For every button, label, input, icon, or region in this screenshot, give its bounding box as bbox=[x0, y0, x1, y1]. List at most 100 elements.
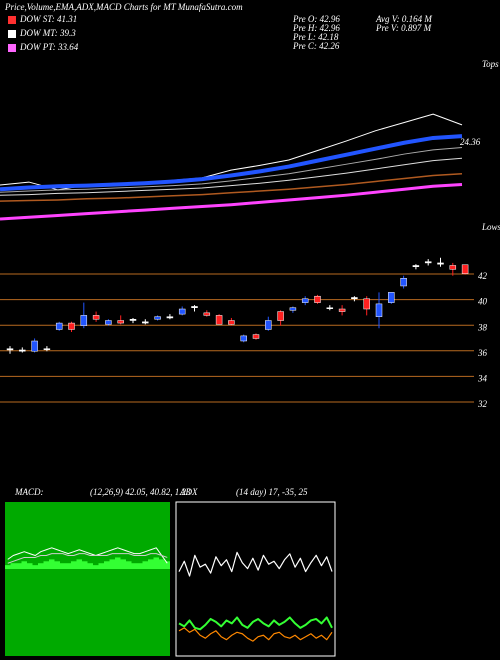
macd-histogram-bar bbox=[43, 561, 49, 569]
candle-body bbox=[43, 348, 51, 350]
candle-body bbox=[277, 311, 284, 321]
candle-body bbox=[412, 265, 420, 268]
macd-histogram-bar bbox=[49, 559, 55, 569]
macd-histogram-bar bbox=[115, 557, 121, 569]
macd-line bbox=[7, 553, 168, 564]
macd-histogram-bar bbox=[137, 563, 143, 569]
adx-line bbox=[178, 551, 333, 577]
candle-body bbox=[265, 320, 272, 330]
macd-histogram-bar bbox=[87, 563, 93, 569]
y-tick-label: 38 bbox=[477, 322, 488, 332]
macd-panel bbox=[5, 502, 170, 656]
adx-params: (14 day) 17, -35, 25 bbox=[236, 487, 308, 497]
macd-histogram-bar bbox=[148, 559, 154, 569]
y-tick-label: 34 bbox=[477, 373, 488, 383]
candle-body bbox=[215, 315, 223, 325]
macd-histogram-bar bbox=[32, 565, 38, 569]
info-text: Pre V: 0.897 M bbox=[375, 23, 432, 33]
macd-histogram-bar bbox=[60, 563, 66, 569]
macd-histogram-bar bbox=[82, 561, 88, 569]
legend-swatch bbox=[8, 44, 16, 52]
candle-body bbox=[314, 295, 321, 303]
candle-body bbox=[338, 308, 346, 312]
legend-swatch bbox=[8, 16, 16, 24]
y-tick-label: 36 bbox=[477, 348, 488, 358]
candle-body bbox=[19, 349, 26, 352]
macd-histogram-bar bbox=[54, 561, 60, 569]
info-text: Pre C: 42.26 bbox=[292, 41, 340, 51]
macd-histogram-bar bbox=[65, 563, 71, 569]
info-text: Pre L: 42.18 bbox=[292, 32, 339, 42]
lows-label: Lows bbox=[481, 222, 500, 232]
adx-label: ADX bbox=[179, 487, 198, 497]
candle-body bbox=[129, 318, 137, 321]
candle-body bbox=[31, 340, 38, 352]
candle-body bbox=[449, 265, 457, 270]
macd-histogram-bar bbox=[21, 561, 27, 569]
candle-body bbox=[289, 307, 297, 311]
candle-body bbox=[191, 306, 198, 308]
macd-histogram-bar bbox=[16, 563, 22, 569]
macd-histogram-bar bbox=[126, 561, 132, 569]
end-label: 24.36 bbox=[460, 137, 481, 147]
adx-panel bbox=[175, 501, 336, 657]
info-text: Pre O: 42.96 bbox=[292, 14, 340, 24]
info-text: Pre H: 42.96 bbox=[292, 23, 340, 33]
candle-body bbox=[228, 320, 235, 325]
candle-body bbox=[326, 307, 334, 309]
macd-histogram-bar bbox=[153, 557, 159, 569]
y-tick-label: 32 bbox=[477, 399, 488, 409]
candle-body bbox=[68, 322, 75, 330]
candle-body bbox=[117, 320, 124, 324]
macd-histogram-bar bbox=[10, 563, 16, 569]
candle-body bbox=[80, 315, 88, 326]
candle-body bbox=[388, 292, 395, 303]
adx-line bbox=[178, 616, 333, 631]
candle-body bbox=[424, 261, 432, 264]
candle-body bbox=[363, 298, 370, 310]
chart-title: Price,Volume,EMA,ADX,MACD Charts for MT … bbox=[4, 2, 243, 12]
candle-body bbox=[142, 321, 149, 324]
macd-histogram-bar bbox=[93, 565, 99, 569]
candle-body bbox=[166, 316, 174, 319]
macd-histogram-bar bbox=[76, 559, 82, 569]
candle-body bbox=[252, 334, 260, 339]
ema-line bbox=[0, 134, 463, 192]
candle-body bbox=[375, 303, 383, 317]
macd-histogram-bar bbox=[98, 563, 104, 569]
macd-params: (12,26,9) 42.05, 40.82, 1.23 bbox=[90, 487, 191, 497]
macd-line bbox=[7, 547, 168, 564]
legend-swatch bbox=[8, 30, 16, 38]
candle-body bbox=[154, 316, 161, 320]
macd-histogram-bar bbox=[104, 561, 110, 569]
macd-histogram-bar bbox=[38, 563, 44, 569]
adx-line bbox=[178, 627, 333, 642]
ema-line bbox=[0, 182, 463, 221]
ema-line bbox=[0, 157, 463, 196]
info-text: Avg V: 0.164 M bbox=[375, 14, 432, 24]
candle-body bbox=[55, 322, 63, 330]
legend-label: DOW MT: 39.3 bbox=[19, 28, 76, 38]
candle-body bbox=[203, 312, 211, 316]
macd-histogram-bar bbox=[142, 561, 148, 569]
macd-histogram-bar bbox=[5, 565, 11, 569]
candle-body bbox=[461, 264, 469, 274]
y-tick-label: 42 bbox=[478, 271, 488, 281]
candle-body bbox=[105, 320, 112, 325]
candle-body bbox=[437, 262, 444, 265]
macd-histogram-bar bbox=[120, 559, 126, 569]
macd-label: MACD: bbox=[14, 487, 44, 497]
macd-histogram-bar bbox=[164, 561, 170, 569]
candle-body bbox=[92, 315, 100, 320]
tops-label: Tops bbox=[482, 59, 499, 69]
candle-body bbox=[400, 278, 407, 287]
macd-histogram-bar bbox=[27, 563, 33, 569]
candle-body bbox=[178, 308, 186, 315]
macd-histogram-bar bbox=[109, 559, 115, 569]
legend-label: DOW PT: 33.64 bbox=[19, 42, 79, 52]
macd-histogram-bar bbox=[131, 563, 137, 569]
ema-line bbox=[0, 147, 463, 193]
macd-histogram-bar bbox=[159, 559, 165, 569]
candle-body bbox=[6, 348, 14, 351]
y-tick-label: 40 bbox=[478, 297, 488, 307]
